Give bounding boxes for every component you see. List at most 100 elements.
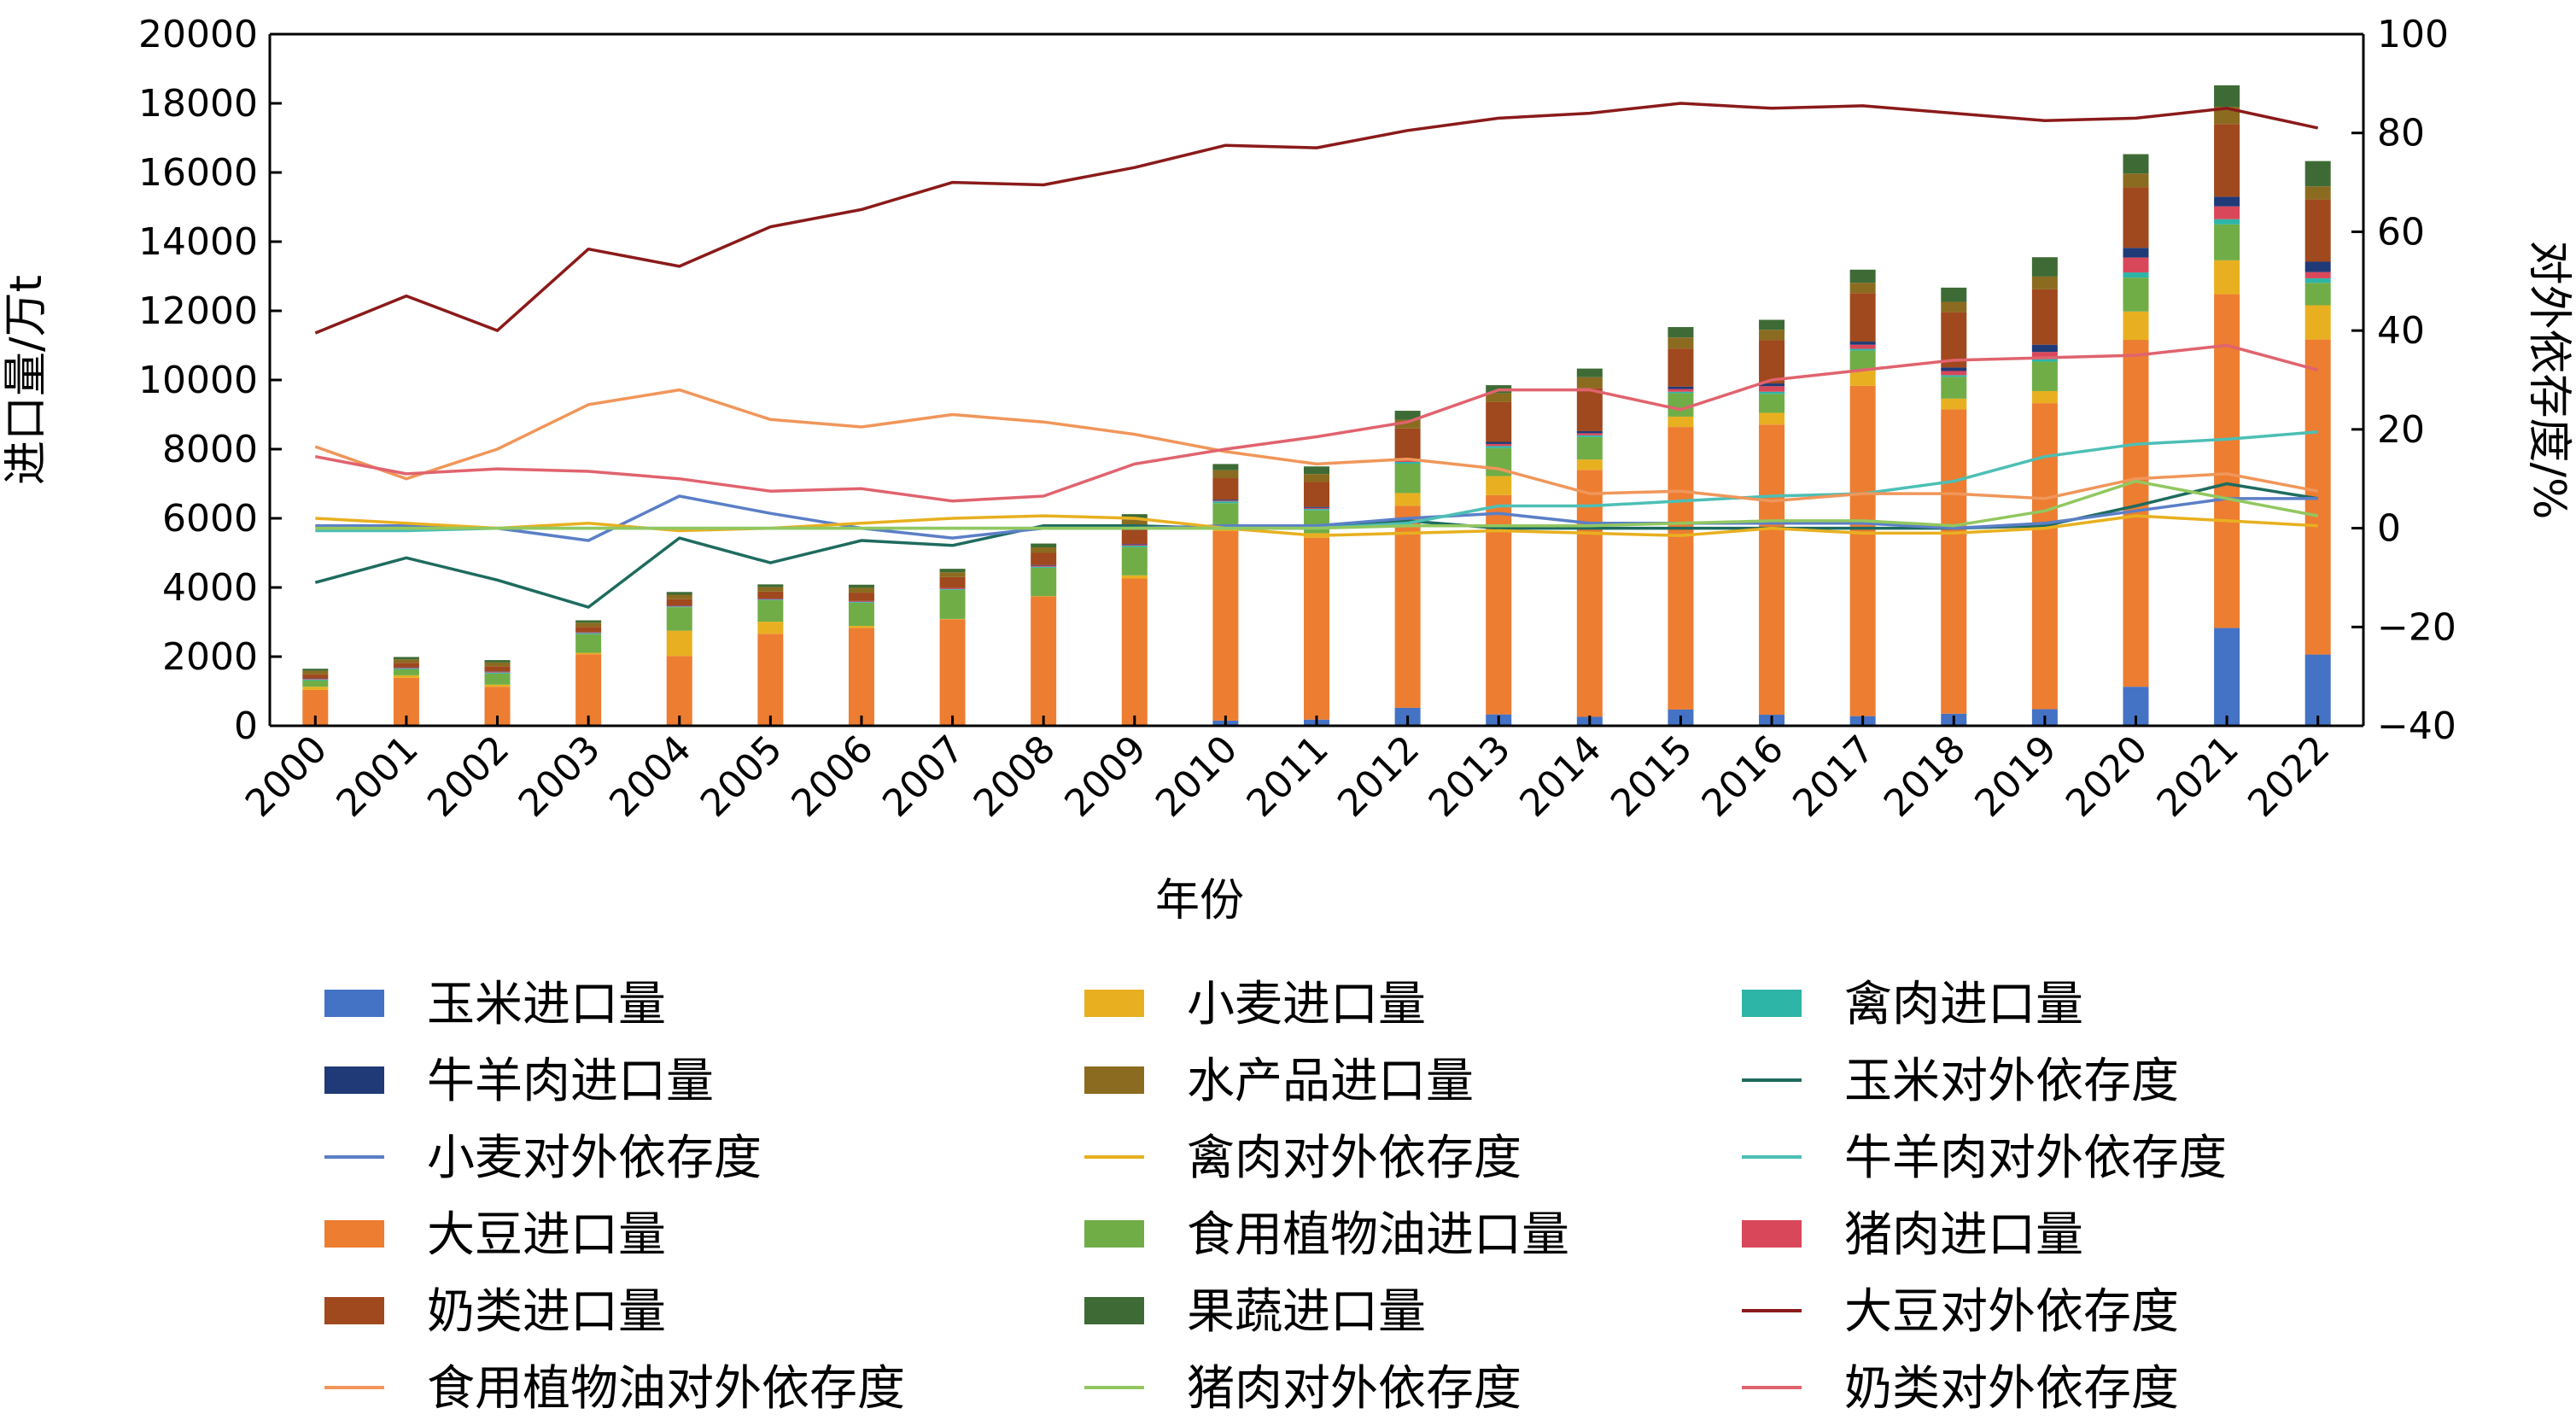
- bar-segment: [1122, 547, 1148, 576]
- bar-segment: [485, 660, 511, 663]
- x-tick-label: 2004: [601, 728, 699, 826]
- legend-label: 大豆进口量: [427, 1207, 666, 1263]
- bar-segment: [849, 602, 874, 603]
- bar-segment: [1212, 464, 1238, 470]
- bar-segment: [575, 633, 601, 634]
- bar-segment: [1759, 340, 1785, 383]
- bar-segment: [2214, 225, 2240, 260]
- bar-segment: [1486, 441, 1511, 443]
- y-left-tick-label: 18000: [138, 82, 258, 126]
- bar-segment: [757, 634, 783, 726]
- bar-segment: [849, 628, 874, 726]
- bar-segment: [849, 601, 874, 602]
- bar-segment: [2032, 345, 2058, 353]
- bar-segment: [2123, 272, 2148, 278]
- bar-segment: [1941, 288, 1966, 302]
- bar-segment: [1122, 545, 1148, 546]
- bar-segment: [1212, 500, 1238, 501]
- y-left-tick-label: 14000: [138, 220, 258, 264]
- legend-label: 牛羊肉进口量: [427, 1054, 714, 1109]
- bar-segment: [1850, 342, 1876, 345]
- y-left-tick-label: 10000: [138, 359, 258, 402]
- bar-segment: [485, 666, 511, 671]
- bar-segment: [575, 622, 601, 627]
- x-tick-label: 2019: [1966, 728, 2065, 826]
- bar-segment: [940, 619, 966, 726]
- legend-swatch: [324, 990, 384, 1017]
- bar-segment: [1759, 386, 1785, 391]
- bar-segment: [1668, 393, 1693, 417]
- y-left-tick-label: 12000: [138, 289, 258, 333]
- bar-segment: [2032, 289, 2058, 345]
- y-left-tick-label: 8000: [162, 428, 258, 471]
- x-tick-label: 2009: [1056, 728, 1154, 826]
- bar-segment: [302, 680, 328, 681]
- bar-segment: [394, 675, 419, 678]
- bar-segment: [575, 620, 601, 622]
- bar-segment: [1212, 470, 1238, 478]
- x-tick-label: 2003: [511, 728, 609, 826]
- legend-label: 禽肉进口量: [1844, 977, 2083, 1032]
- bar-segment: [1031, 597, 1056, 726]
- bar-segment: [2305, 200, 2331, 262]
- legend-swatch: [1742, 1220, 1802, 1248]
- bar-segment: [2305, 655, 2331, 726]
- bar-segment: [940, 588, 966, 589]
- bar-segment: [302, 687, 328, 690]
- bar-segment: [1759, 424, 1785, 715]
- x-ticks: 2000200120022003200420052006200720082009…: [237, 716, 2339, 826]
- bar-segment: [1031, 553, 1056, 565]
- bar-segment: [940, 572, 966, 577]
- legend-label: 小麦进口量: [1187, 977, 1426, 1032]
- x-tick-label: 2021: [2149, 728, 2247, 826]
- legend-label: 奶类对外依存度: [1844, 1361, 2179, 1417]
- bar-segment: [1031, 565, 1056, 566]
- bar-segment: [575, 627, 601, 632]
- bar-segment: [1395, 429, 1421, 459]
- bar-segment: [1668, 392, 1693, 394]
- bar-segment: [2123, 187, 2148, 248]
- bar-segment: [1941, 377, 1966, 399]
- legend-swatch: [324, 1220, 384, 1248]
- bar-segment: [1577, 431, 1603, 433]
- bar-segment: [757, 622, 783, 634]
- bar-segment: [1941, 371, 1966, 375]
- bar-segment: [2214, 207, 2240, 219]
- bar-segment: [1395, 462, 1421, 464]
- y-right-tick-label: 80: [2377, 112, 2425, 155]
- bar-segment: [940, 589, 966, 590]
- bar-segment: [1031, 567, 1056, 568]
- x-tick-label: 2012: [1329, 728, 1428, 826]
- bar-segment: [485, 674, 511, 685]
- legend-label: 牛羊肉对外依存度: [1844, 1131, 2227, 1186]
- bar-segment: [1577, 377, 1603, 389]
- bar-segment: [575, 654, 601, 726]
- bar-segment: [1304, 508, 1329, 509]
- bar-segment: [2214, 260, 2240, 295]
- x-tick-label: 2001: [328, 728, 426, 826]
- bar-segment: [394, 663, 419, 667]
- bar-segment: [2123, 278, 2148, 312]
- bar-segment: [2214, 196, 2240, 206]
- bar-segment: [2032, 362, 2058, 391]
- bar-segment: [302, 675, 328, 679]
- legend-swatch: [1084, 1297, 1144, 1324]
- left-ticks: 0200040006000800010000120001400016000180…: [138, 13, 282, 748]
- bar-segment: [1304, 482, 1329, 506]
- bar-segment: [2214, 85, 2240, 107]
- bar-segment: [1031, 547, 1056, 552]
- x-axis-title: 年份: [1155, 875, 1244, 926]
- bar-segment: [849, 626, 874, 628]
- bar-segment: [667, 607, 692, 631]
- x-tick-label: 2017: [1785, 728, 1883, 826]
- legend-swatch: [1084, 1220, 1144, 1248]
- bar-segment: [394, 668, 419, 669]
- legend-label: 食用植物油进口量: [1187, 1207, 1569, 1263]
- legend-swatch: [1742, 990, 1802, 1017]
- legend-label: 小麦对外依存度: [427, 1131, 762, 1186]
- bar-segment: [2123, 173, 2148, 187]
- bar-segment: [1668, 417, 1693, 427]
- legend-swatch: [1084, 1066, 1144, 1094]
- bar-segment: [2123, 312, 2148, 340]
- bar-segment: [2305, 161, 2331, 187]
